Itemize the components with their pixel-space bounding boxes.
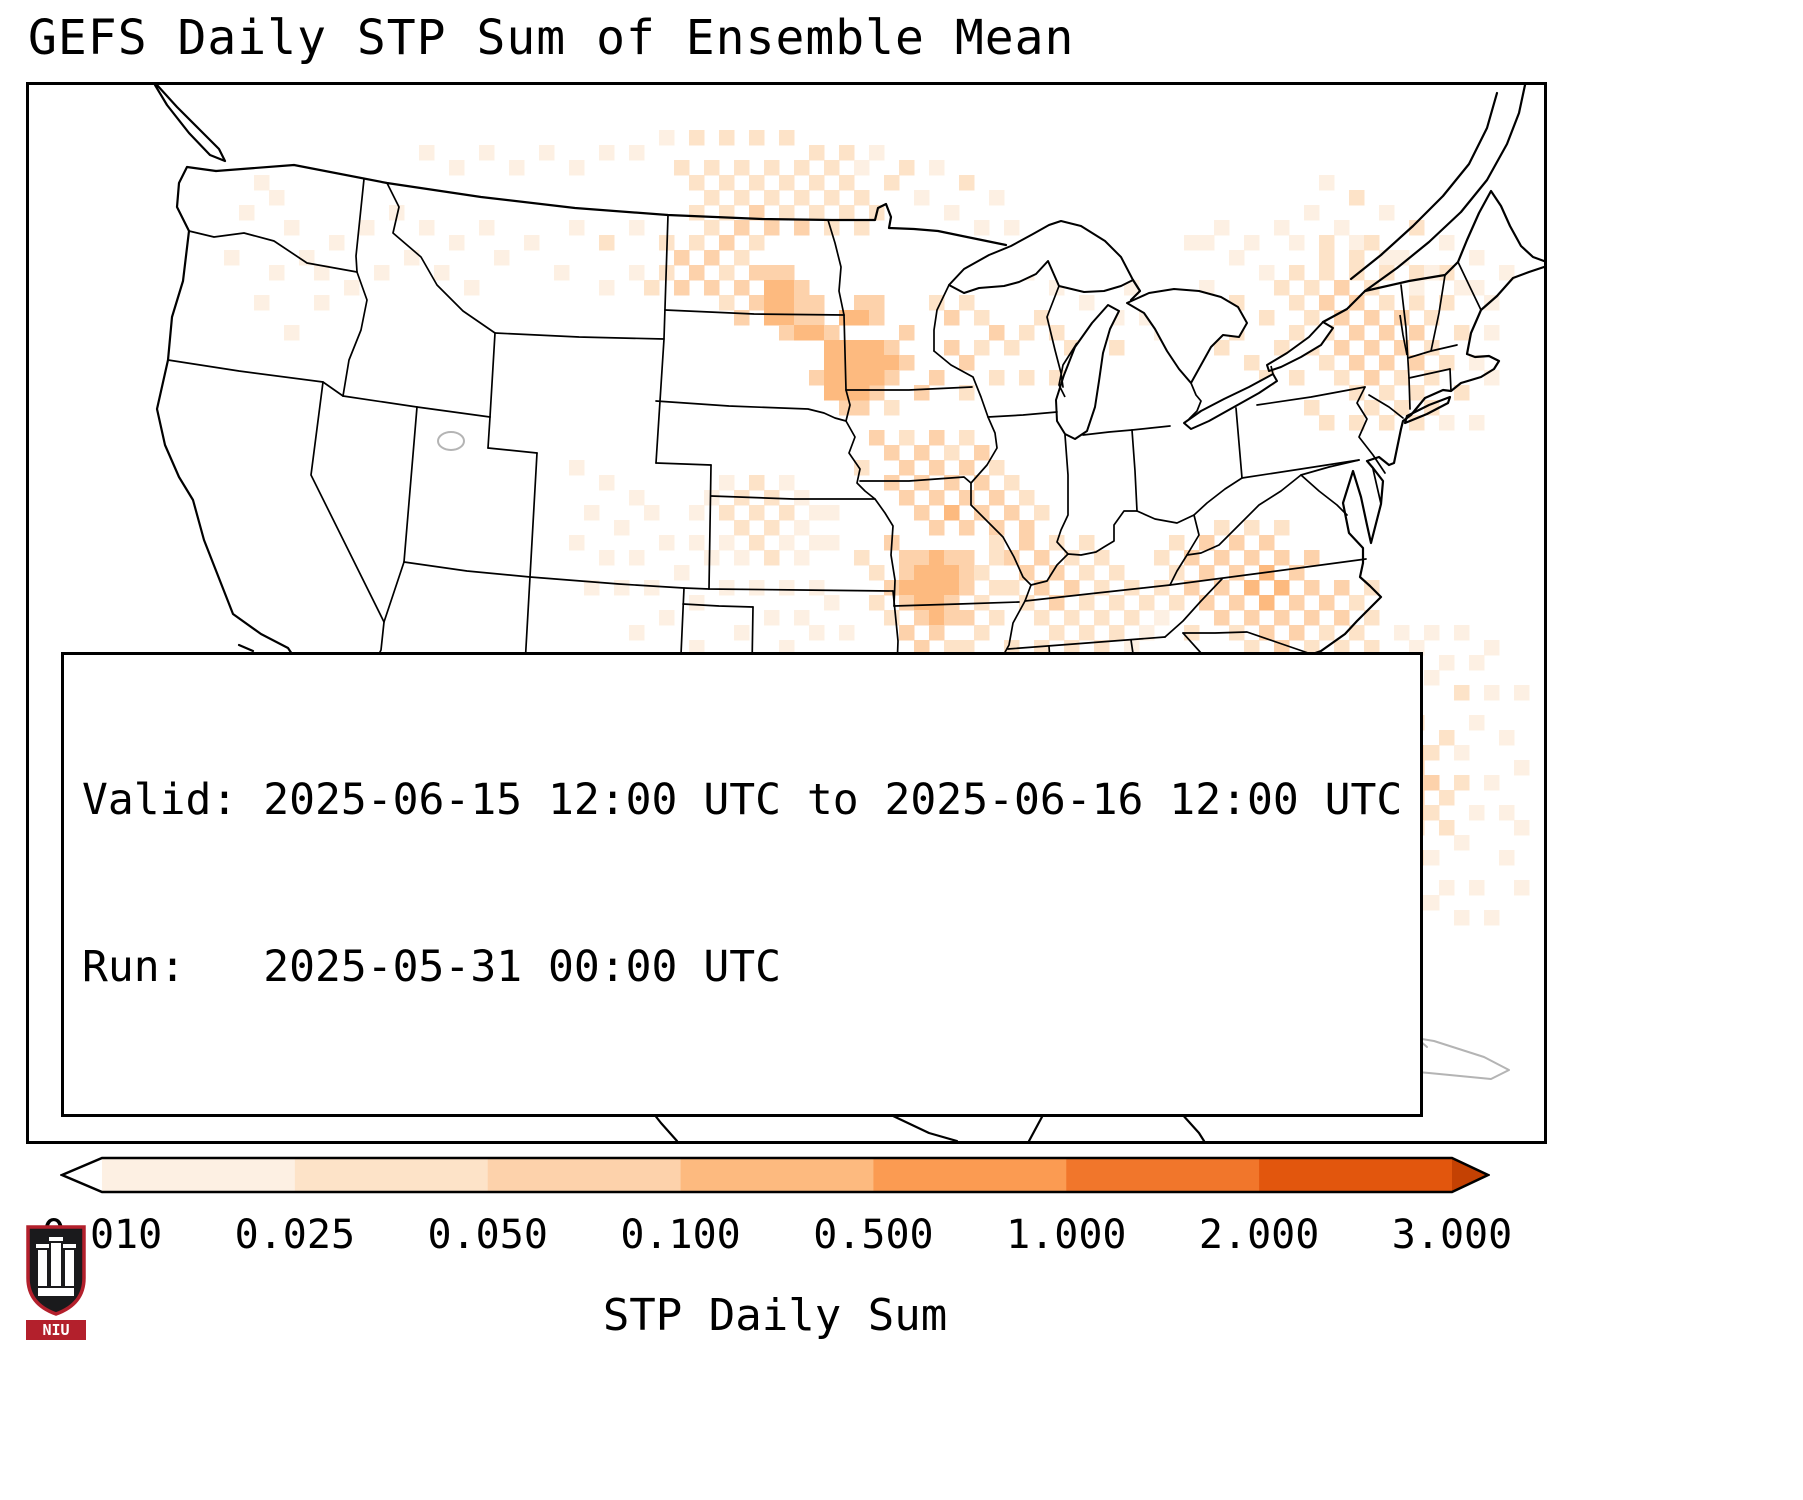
colorbar-tick-label: 0.500 (813, 1212, 934, 1258)
colorbar-tick-label: 0.100 (620, 1212, 741, 1258)
great-salt-lake (437, 431, 465, 451)
colorbar-tick-label: 2.000 (1198, 1212, 1320, 1258)
colorbar-tick-label: 0.025 (234, 1212, 356, 1258)
colorbar-tick-label: 1.000 (1006, 1212, 1127, 1258)
colorbar-tick-labels: 0.010 0.025 0.050 0.100 0.500 1.000 2.000 3.000 (0, 1212, 1803, 1260)
run-time-text: Run: 2025-05-31 00:00 UTC (82, 942, 781, 993)
valid-time-text: Valid: 2025-06-15 12:00 UTC to 2025-06-1… (82, 774, 1403, 825)
great-lakes (948, 220, 1408, 440)
niu-logo: NIU (24, 1224, 88, 1340)
colorbar-canvas (58, 1156, 1491, 1194)
logo-text: NIU (42, 1321, 69, 1339)
colorbar-tick-label: 3.000 (1391, 1212, 1513, 1258)
plot-title: GEFS Daily STP Sum of Ensemble Mean (28, 10, 1075, 66)
colorbar-tick-label: 0.050 (427, 1212, 548, 1258)
colorbar-axis-label: STP Daily Sum (602, 1290, 948, 1341)
map-panel: Valid: 2025-06-15 12:00 UTC to 2025-06-1… (26, 82, 1547, 1144)
valid-run-info-box: Valid: 2025-06-15 12:00 UTC to 2025-06-1… (61, 651, 1424, 1117)
colorbar (58, 1156, 1491, 1194)
